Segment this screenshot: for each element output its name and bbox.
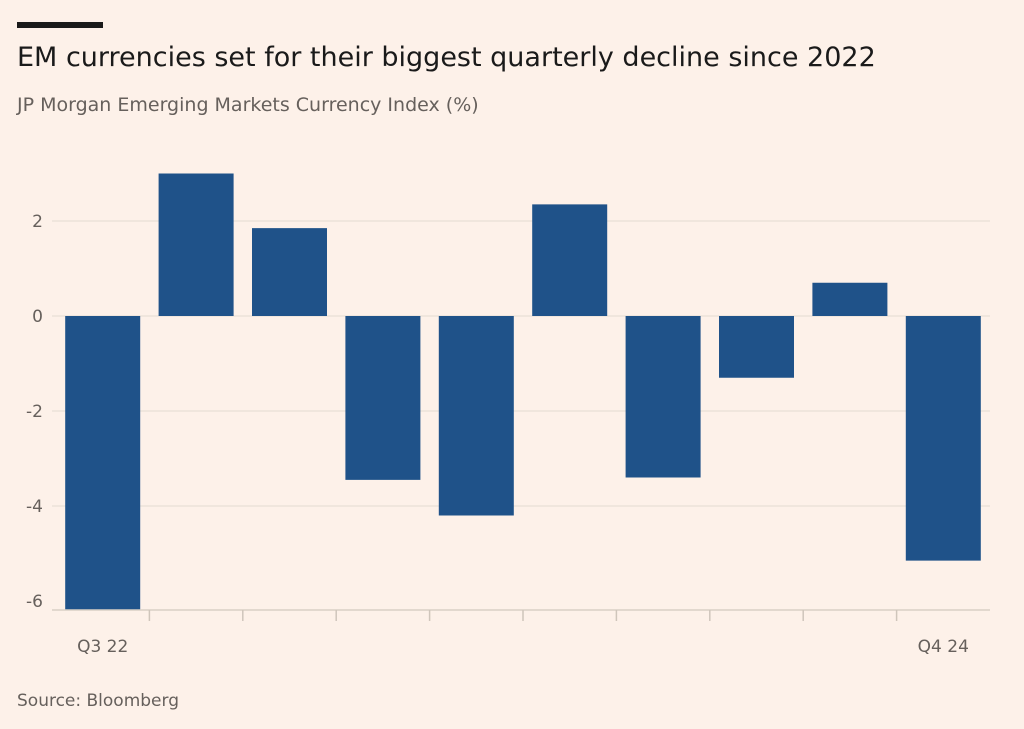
y-axis-ticks: 2 0 -2 -4 -6 bbox=[26, 212, 43, 612]
y-tick-label: 0 bbox=[32, 307, 43, 327]
y-tick-label: -6 bbox=[26, 592, 43, 612]
header-rule bbox=[17, 22, 103, 28]
bar bbox=[438, 316, 514, 516]
bar bbox=[345, 316, 421, 480]
x-tick-label: Q4 24 bbox=[918, 637, 969, 657]
y-tick-label: -2 bbox=[26, 402, 43, 422]
bar bbox=[905, 316, 981, 561]
bar bbox=[719, 316, 794, 378]
bar bbox=[532, 204, 608, 316]
bar bbox=[158, 173, 234, 316]
x-axis: Q3 22 Q4 24 bbox=[52, 609, 990, 657]
bars bbox=[65, 173, 981, 611]
bar bbox=[65, 316, 141, 611]
y-tick-label: -4 bbox=[26, 497, 43, 517]
source-note: Source: Bloomberg bbox=[17, 691, 179, 711]
chart-title: EM currencies set for their biggest quar… bbox=[17, 42, 876, 73]
y-tick-label: 2 bbox=[32, 212, 43, 232]
x-tick-label: Q3 22 bbox=[77, 637, 128, 657]
bar bbox=[812, 282, 888, 316]
bar bbox=[252, 228, 327, 316]
bar bbox=[625, 316, 701, 478]
chart-subtitle: JP Morgan Emerging Markets Currency Inde… bbox=[17, 94, 479, 116]
